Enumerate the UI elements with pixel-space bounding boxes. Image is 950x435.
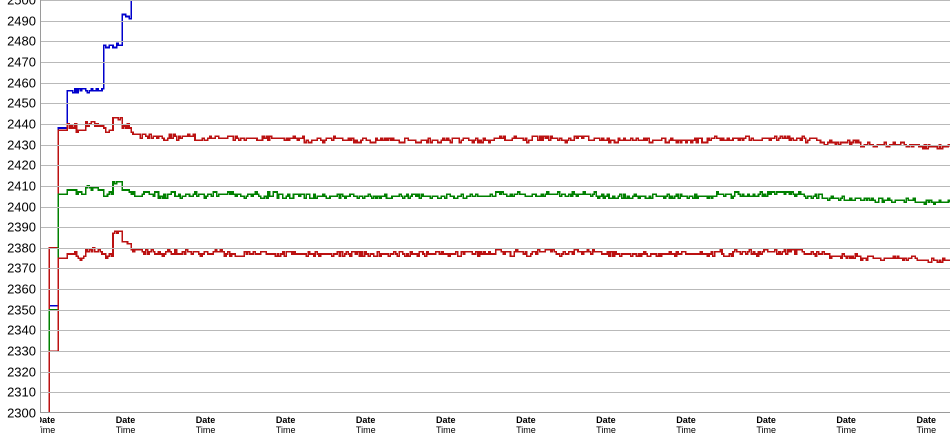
y-axis-tick-label: 2330: [7, 343, 36, 359]
y-axis-tick-label: 2310: [7, 384, 36, 400]
grid-line: [40, 124, 950, 125]
grid-line: [40, 372, 950, 373]
y-axis-tick-label: 2300: [7, 405, 36, 421]
grid-line: [40, 165, 950, 166]
series-line-red-upper: [40, 116, 950, 413]
y-axis-tick-label: 2480: [7, 33, 36, 49]
grid-line: [40, 145, 950, 146]
y-axis-tick-label: 2390: [7, 219, 36, 235]
y-axis-tick-label: 2460: [7, 75, 36, 91]
y-axis-tick-label: 2430: [7, 137, 36, 153]
y-axis-line: [40, 0, 41, 413]
grid-line: [40, 83, 950, 84]
grid-line: [40, 207, 950, 208]
grid-line: [40, 21, 950, 22]
y-axis-tick-label: 2420: [7, 157, 36, 173]
grid-line: [40, 330, 950, 331]
y-axis-tick-label: 2350: [7, 302, 36, 318]
grid-line: [40, 392, 950, 393]
y-axis-tick-label: 2500: [7, 0, 36, 8]
grid-line: [40, 186, 950, 187]
x-axis-line: [40, 412, 950, 413]
grid-line: [40, 103, 950, 104]
grid-line: [40, 227, 950, 228]
series-lines: [40, 0, 950, 413]
y-axis-tick-label: 2490: [7, 13, 36, 29]
y-axis-tick-label: 2360: [7, 281, 36, 297]
series-line-green: [40, 180, 950, 413]
grid-line: [40, 248, 950, 249]
grid-line: [40, 310, 950, 311]
y-axis-tick-label: 2470: [7, 54, 36, 70]
grid-line: [40, 351, 950, 352]
y-axis-tick-label: 2380: [7, 240, 36, 256]
grid-line: [40, 41, 950, 42]
y-axis-tick-label: 2400: [7, 199, 36, 214]
plot-area: [40, 0, 950, 413]
y-axis-tick-label: 2410: [7, 178, 36, 194]
grid-line: [40, 62, 950, 63]
grid-line: [40, 289, 950, 290]
grid-line: [40, 0, 950, 1]
y-axis-tick-label: 2340: [7, 322, 36, 338]
y-axis-tick-label: 2450: [7, 95, 36, 111]
y-axis-labels: 2500 2490 2480 2470 2460 2450 2440 2430 2420 2410…: [0, 0, 40, 435]
y-axis-tick-label: 2440: [7, 116, 36, 132]
grid-line: [40, 268, 950, 269]
y-axis-tick-label: 2370: [7, 260, 36, 276]
y-axis-tick-label: 2320: [7, 364, 36, 380]
series-line-red-lower: [40, 230, 950, 413]
